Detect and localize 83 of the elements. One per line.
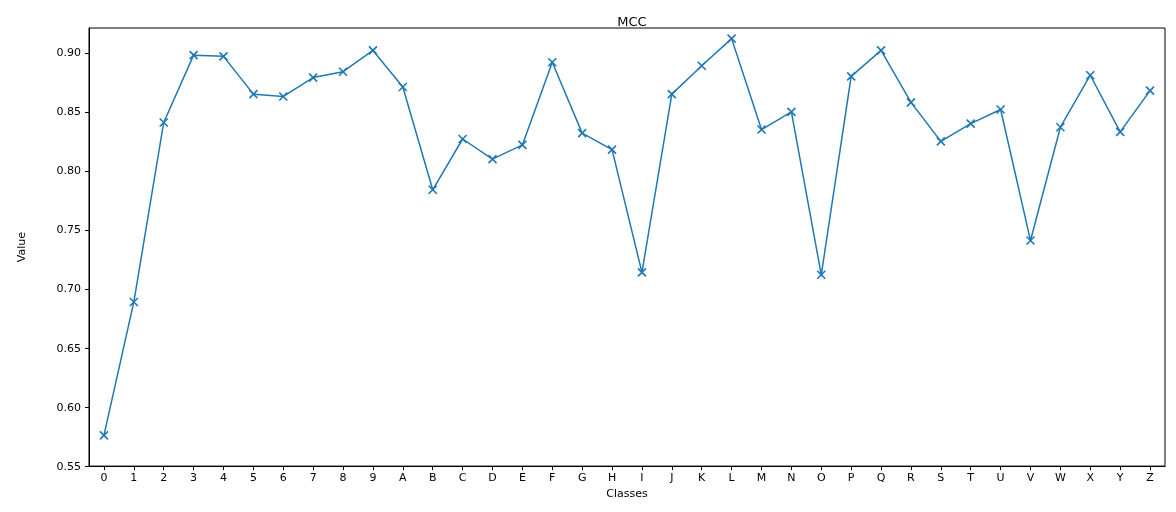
x-tick-label: E [518,471,526,485]
chart-title: MCC [617,14,647,29]
y-tick-label: 0.75 [56,223,81,237]
x-tick-label: 1 [130,471,138,485]
point [158,117,169,128]
x-tick-label: S [937,471,945,485]
x-tick-label: K [698,471,707,485]
point [547,57,558,68]
point [786,107,797,117]
point [667,89,677,99]
x-tick-label: Q [876,471,886,485]
y-tick-label: 0.90 [56,46,81,60]
y-tick-label: 0.70 [56,282,81,296]
point [876,45,886,56]
x-tick-label: I [640,471,644,485]
y-tick-label: 0.60 [56,400,81,414]
point [248,89,259,99]
point [906,97,916,108]
point [696,60,707,71]
point [846,71,856,82]
x-tick-label: 9 [369,471,377,485]
point [1025,235,1036,246]
point [995,104,1006,115]
x-tick-label: 7 [309,471,317,485]
point [1055,122,1066,132]
x-tick-label: H [607,471,617,485]
x-tick-label: F [549,471,556,485]
x-tick-label: 8 [339,471,347,485]
x-tick-label: O [816,471,826,485]
x-tick-label: X [1086,471,1095,485]
x-tick-label: T [966,471,975,485]
y-tick-label: 0.65 [56,341,81,355]
y-tick-label: 0.85 [56,105,81,119]
point [99,430,109,441]
x-tick-label: R [907,471,916,485]
x-tick-label: W [1054,471,1066,485]
point [1145,85,1155,96]
x-tick-label: 2 [160,471,168,485]
point [1115,127,1125,137]
point [756,124,767,135]
point [487,154,498,164]
y-axis-title: Value [15,231,28,263]
x-tick-label: D [488,471,497,485]
point [965,118,976,129]
x-tick-label: 6 [279,471,287,485]
point [308,72,318,83]
point [368,45,378,56]
x-tick-label: 5 [249,471,257,485]
point [188,50,199,60]
x-tick-label: Y [1115,471,1124,485]
x-tick-label: 4 [220,471,227,485]
x-axis-title: Classes [606,487,648,500]
x-tick-label: A [399,471,408,485]
x-tick-label: G [577,471,587,485]
x-tick-label: U [996,471,1005,485]
point [457,134,468,144]
point [129,297,139,307]
x-tick-label: P [847,471,855,485]
point [1085,70,1096,81]
point [607,144,617,155]
point [427,184,438,195]
point [218,51,229,62]
point [278,91,289,102]
point [398,82,408,92]
x-tick-label: V [1026,471,1035,485]
y-tick-label: 0.80 [56,164,81,178]
point [577,128,587,138]
x-tick-label: C [458,471,467,485]
x-tick-label: M [756,471,767,485]
point [637,267,647,278]
x-tick-label: J [669,471,674,485]
x-tick-label: B [428,471,437,485]
point [936,136,946,147]
point [338,66,348,77]
point [816,270,827,280]
x-tick-label: L [728,471,736,485]
y-tick-label: 0.55 [56,459,81,473]
x-tick-label: 0 [100,471,108,485]
x-tick-label: N [787,471,796,485]
point [517,140,528,150]
x-tick-label: Z [1146,471,1155,485]
point [726,33,737,44]
x-tick-label: 3 [190,471,198,485]
